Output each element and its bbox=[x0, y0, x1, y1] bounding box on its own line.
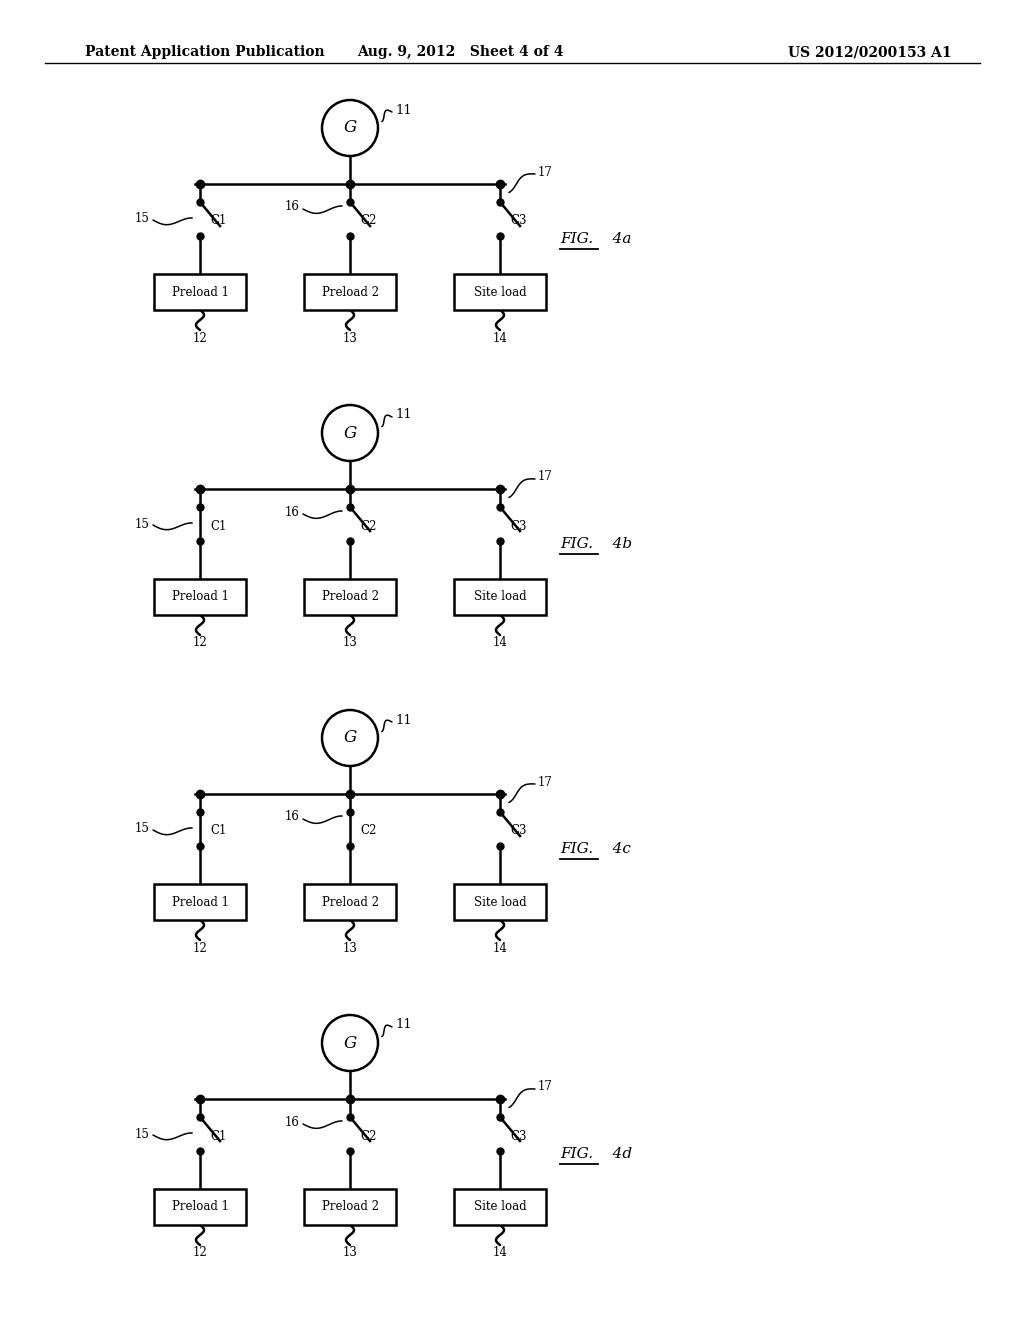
Text: 14: 14 bbox=[493, 331, 508, 345]
Text: Preload 1: Preload 1 bbox=[171, 1200, 228, 1213]
Text: C1: C1 bbox=[210, 214, 226, 227]
Text: 11: 11 bbox=[395, 103, 412, 116]
Text: Patent Application Publication: Patent Application Publication bbox=[85, 45, 325, 59]
Text: 13: 13 bbox=[343, 941, 357, 954]
FancyBboxPatch shape bbox=[304, 1189, 396, 1225]
FancyBboxPatch shape bbox=[304, 275, 396, 310]
Text: 16: 16 bbox=[285, 201, 300, 214]
Text: FIG.    4b: FIG. 4b bbox=[560, 537, 632, 550]
Text: FIG.    4a: FIG. 4a bbox=[560, 232, 632, 246]
Text: 11: 11 bbox=[395, 1019, 412, 1031]
Text: 12: 12 bbox=[193, 1246, 208, 1259]
FancyBboxPatch shape bbox=[304, 884, 396, 920]
Text: Site load: Site load bbox=[474, 590, 526, 603]
Text: Site load: Site load bbox=[474, 895, 526, 908]
Text: 12: 12 bbox=[193, 941, 208, 954]
Text: 14: 14 bbox=[493, 636, 508, 649]
Text: 13: 13 bbox=[343, 636, 357, 649]
Text: C2: C2 bbox=[360, 214, 377, 227]
Text: 17: 17 bbox=[538, 1081, 553, 1093]
Text: C2: C2 bbox=[360, 520, 377, 532]
Text: C1: C1 bbox=[210, 1130, 226, 1143]
FancyBboxPatch shape bbox=[154, 275, 246, 310]
Text: Preload 1: Preload 1 bbox=[171, 285, 228, 298]
Text: Aug. 9, 2012   Sheet 4 of 4: Aug. 9, 2012 Sheet 4 of 4 bbox=[356, 45, 563, 59]
Text: FIG.    4d: FIG. 4d bbox=[560, 1147, 632, 1162]
Text: G: G bbox=[343, 1035, 356, 1052]
Text: 15: 15 bbox=[135, 822, 150, 836]
Text: Preload 2: Preload 2 bbox=[322, 590, 379, 603]
Text: 14: 14 bbox=[493, 1246, 508, 1259]
Text: G: G bbox=[343, 120, 356, 136]
Text: Preload 1: Preload 1 bbox=[171, 895, 228, 908]
FancyBboxPatch shape bbox=[454, 1189, 546, 1225]
Text: 16: 16 bbox=[285, 1115, 300, 1129]
Text: Preload 2: Preload 2 bbox=[322, 1200, 379, 1213]
FancyBboxPatch shape bbox=[454, 579, 546, 615]
FancyBboxPatch shape bbox=[454, 275, 546, 310]
FancyBboxPatch shape bbox=[304, 579, 396, 615]
Text: 15: 15 bbox=[135, 1127, 150, 1140]
Text: C2: C2 bbox=[360, 825, 377, 837]
Text: C1: C1 bbox=[210, 825, 226, 837]
Text: 14: 14 bbox=[493, 941, 508, 954]
Text: C2: C2 bbox=[360, 1130, 377, 1143]
Text: 16: 16 bbox=[285, 506, 300, 519]
FancyBboxPatch shape bbox=[154, 1189, 246, 1225]
Text: G: G bbox=[343, 425, 356, 441]
Text: 17: 17 bbox=[538, 776, 553, 788]
Text: US 2012/0200153 A1: US 2012/0200153 A1 bbox=[788, 45, 952, 59]
FancyBboxPatch shape bbox=[154, 884, 246, 920]
Text: 12: 12 bbox=[193, 331, 208, 345]
FancyBboxPatch shape bbox=[454, 884, 546, 920]
Text: 15: 15 bbox=[135, 213, 150, 226]
Text: 11: 11 bbox=[395, 714, 412, 726]
Text: Preload 2: Preload 2 bbox=[322, 285, 379, 298]
Text: FIG.    4c: FIG. 4c bbox=[560, 842, 631, 855]
FancyBboxPatch shape bbox=[154, 579, 246, 615]
Text: 11: 11 bbox=[395, 408, 412, 421]
Text: Preload 1: Preload 1 bbox=[171, 590, 228, 603]
Text: 17: 17 bbox=[538, 470, 553, 483]
Text: 17: 17 bbox=[538, 165, 553, 178]
Text: C3: C3 bbox=[510, 520, 526, 532]
Text: 12: 12 bbox=[193, 636, 208, 649]
Text: 13: 13 bbox=[343, 1246, 357, 1259]
Text: C3: C3 bbox=[510, 214, 526, 227]
Text: Preload 2: Preload 2 bbox=[322, 895, 379, 908]
Text: C1: C1 bbox=[210, 520, 226, 532]
Text: Site load: Site load bbox=[474, 1200, 526, 1213]
Text: 15: 15 bbox=[135, 517, 150, 531]
Text: Site load: Site load bbox=[474, 285, 526, 298]
Text: C3: C3 bbox=[510, 825, 526, 837]
Text: G: G bbox=[343, 730, 356, 747]
Text: C3: C3 bbox=[510, 1130, 526, 1143]
Text: 13: 13 bbox=[343, 331, 357, 345]
Text: 16: 16 bbox=[285, 810, 300, 824]
